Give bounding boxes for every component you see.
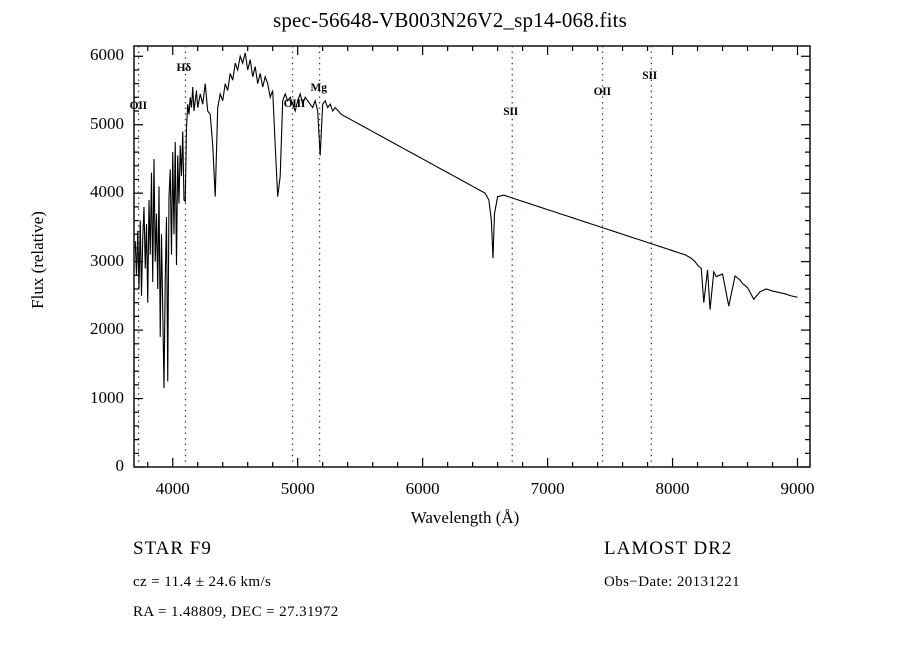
y-tick-label: 1000 [90,387,124,407]
spectral-line-label: OII [129,99,148,112]
y-tick-label: 0 [115,456,125,475]
x-axis-label: Wavelength (Å) [410,508,520,527]
spectral-line-label: OII [593,85,612,98]
coordinates: RA = 1.48809, DEC = 27.31972 [133,604,339,620]
y-tick-label: 4000 [90,182,124,202]
x-tick-label: 6000 [405,479,440,498]
y-tick-label: 3000 [90,250,124,270]
y-tick-label: 6000 [90,45,124,65]
redshift-velocity: cz = 11.4 ± 24.6 km/s [133,574,272,590]
obs-date: Obs−Date: 20131221 [604,574,741,590]
x-tick-label: 9000 [780,479,815,498]
x-tick-label: 7000 [530,479,565,498]
spectral-line-label: SII [642,70,658,83]
x-tick-label: 8000 [655,479,690,498]
x-tick-label: 5000 [280,479,315,498]
y-tick-label: 2000 [90,319,124,339]
survey-name: LAMOST DR2 [604,538,733,559]
spectral-line-label: SII [503,106,518,119]
object-class: STAR F9 [133,538,212,559]
spectral-line-label: Hδ [176,61,191,74]
spectral-line-label: OIII [283,98,306,111]
plot-title: spec-56648-VB003N26V2_sp14-068.fits [272,8,628,32]
x-tick-label: 4000 [155,479,190,498]
y-tick-label: 5000 [90,113,124,133]
spectral-line-label: Mg [310,82,327,95]
